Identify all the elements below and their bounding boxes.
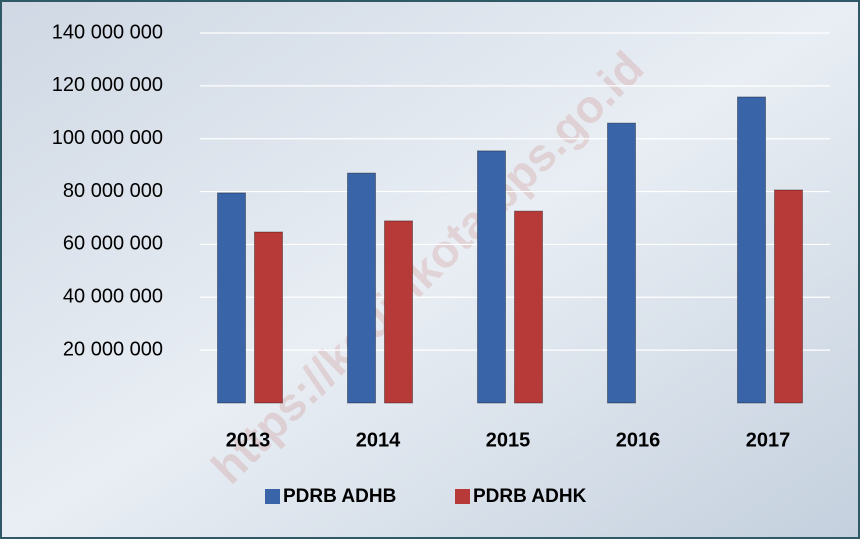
bar <box>477 150 506 404</box>
y-tick-label: 140 000 000 <box>52 21 163 43</box>
bar <box>514 210 543 404</box>
bar <box>347 172 376 404</box>
bar <box>254 231 283 404</box>
x-tick-label: 2015 <box>486 429 531 451</box>
y-tick-label: 120 000 000 <box>52 74 163 96</box>
y-tick-label: 60 000 000 <box>63 233 163 255</box>
legend-label: PDRB ADHK <box>473 486 587 507</box>
x-tick-label: 2016 <box>616 429 661 451</box>
bar <box>607 122 636 404</box>
x-tick-label: 2014 <box>356 429 401 451</box>
y-tick-label: 20 000 000 <box>63 338 163 360</box>
bar <box>217 192 246 404</box>
x-tick-label: 2013 <box>226 429 271 451</box>
y-tick-label: 80 000 000 <box>63 180 163 202</box>
bar <box>737 96 766 404</box>
bar <box>774 189 803 404</box>
legend-label: PDRB ADHB <box>283 486 396 507</box>
y-tick-label: 40 000 000 <box>63 286 163 308</box>
x-tick-label: 2017 <box>746 429 791 451</box>
legend-swatch <box>455 489 470 504</box>
y-tick-label: 100 000 000 <box>52 127 163 149</box>
bar <box>384 220 413 404</box>
legend-swatch <box>265 489 280 504</box>
